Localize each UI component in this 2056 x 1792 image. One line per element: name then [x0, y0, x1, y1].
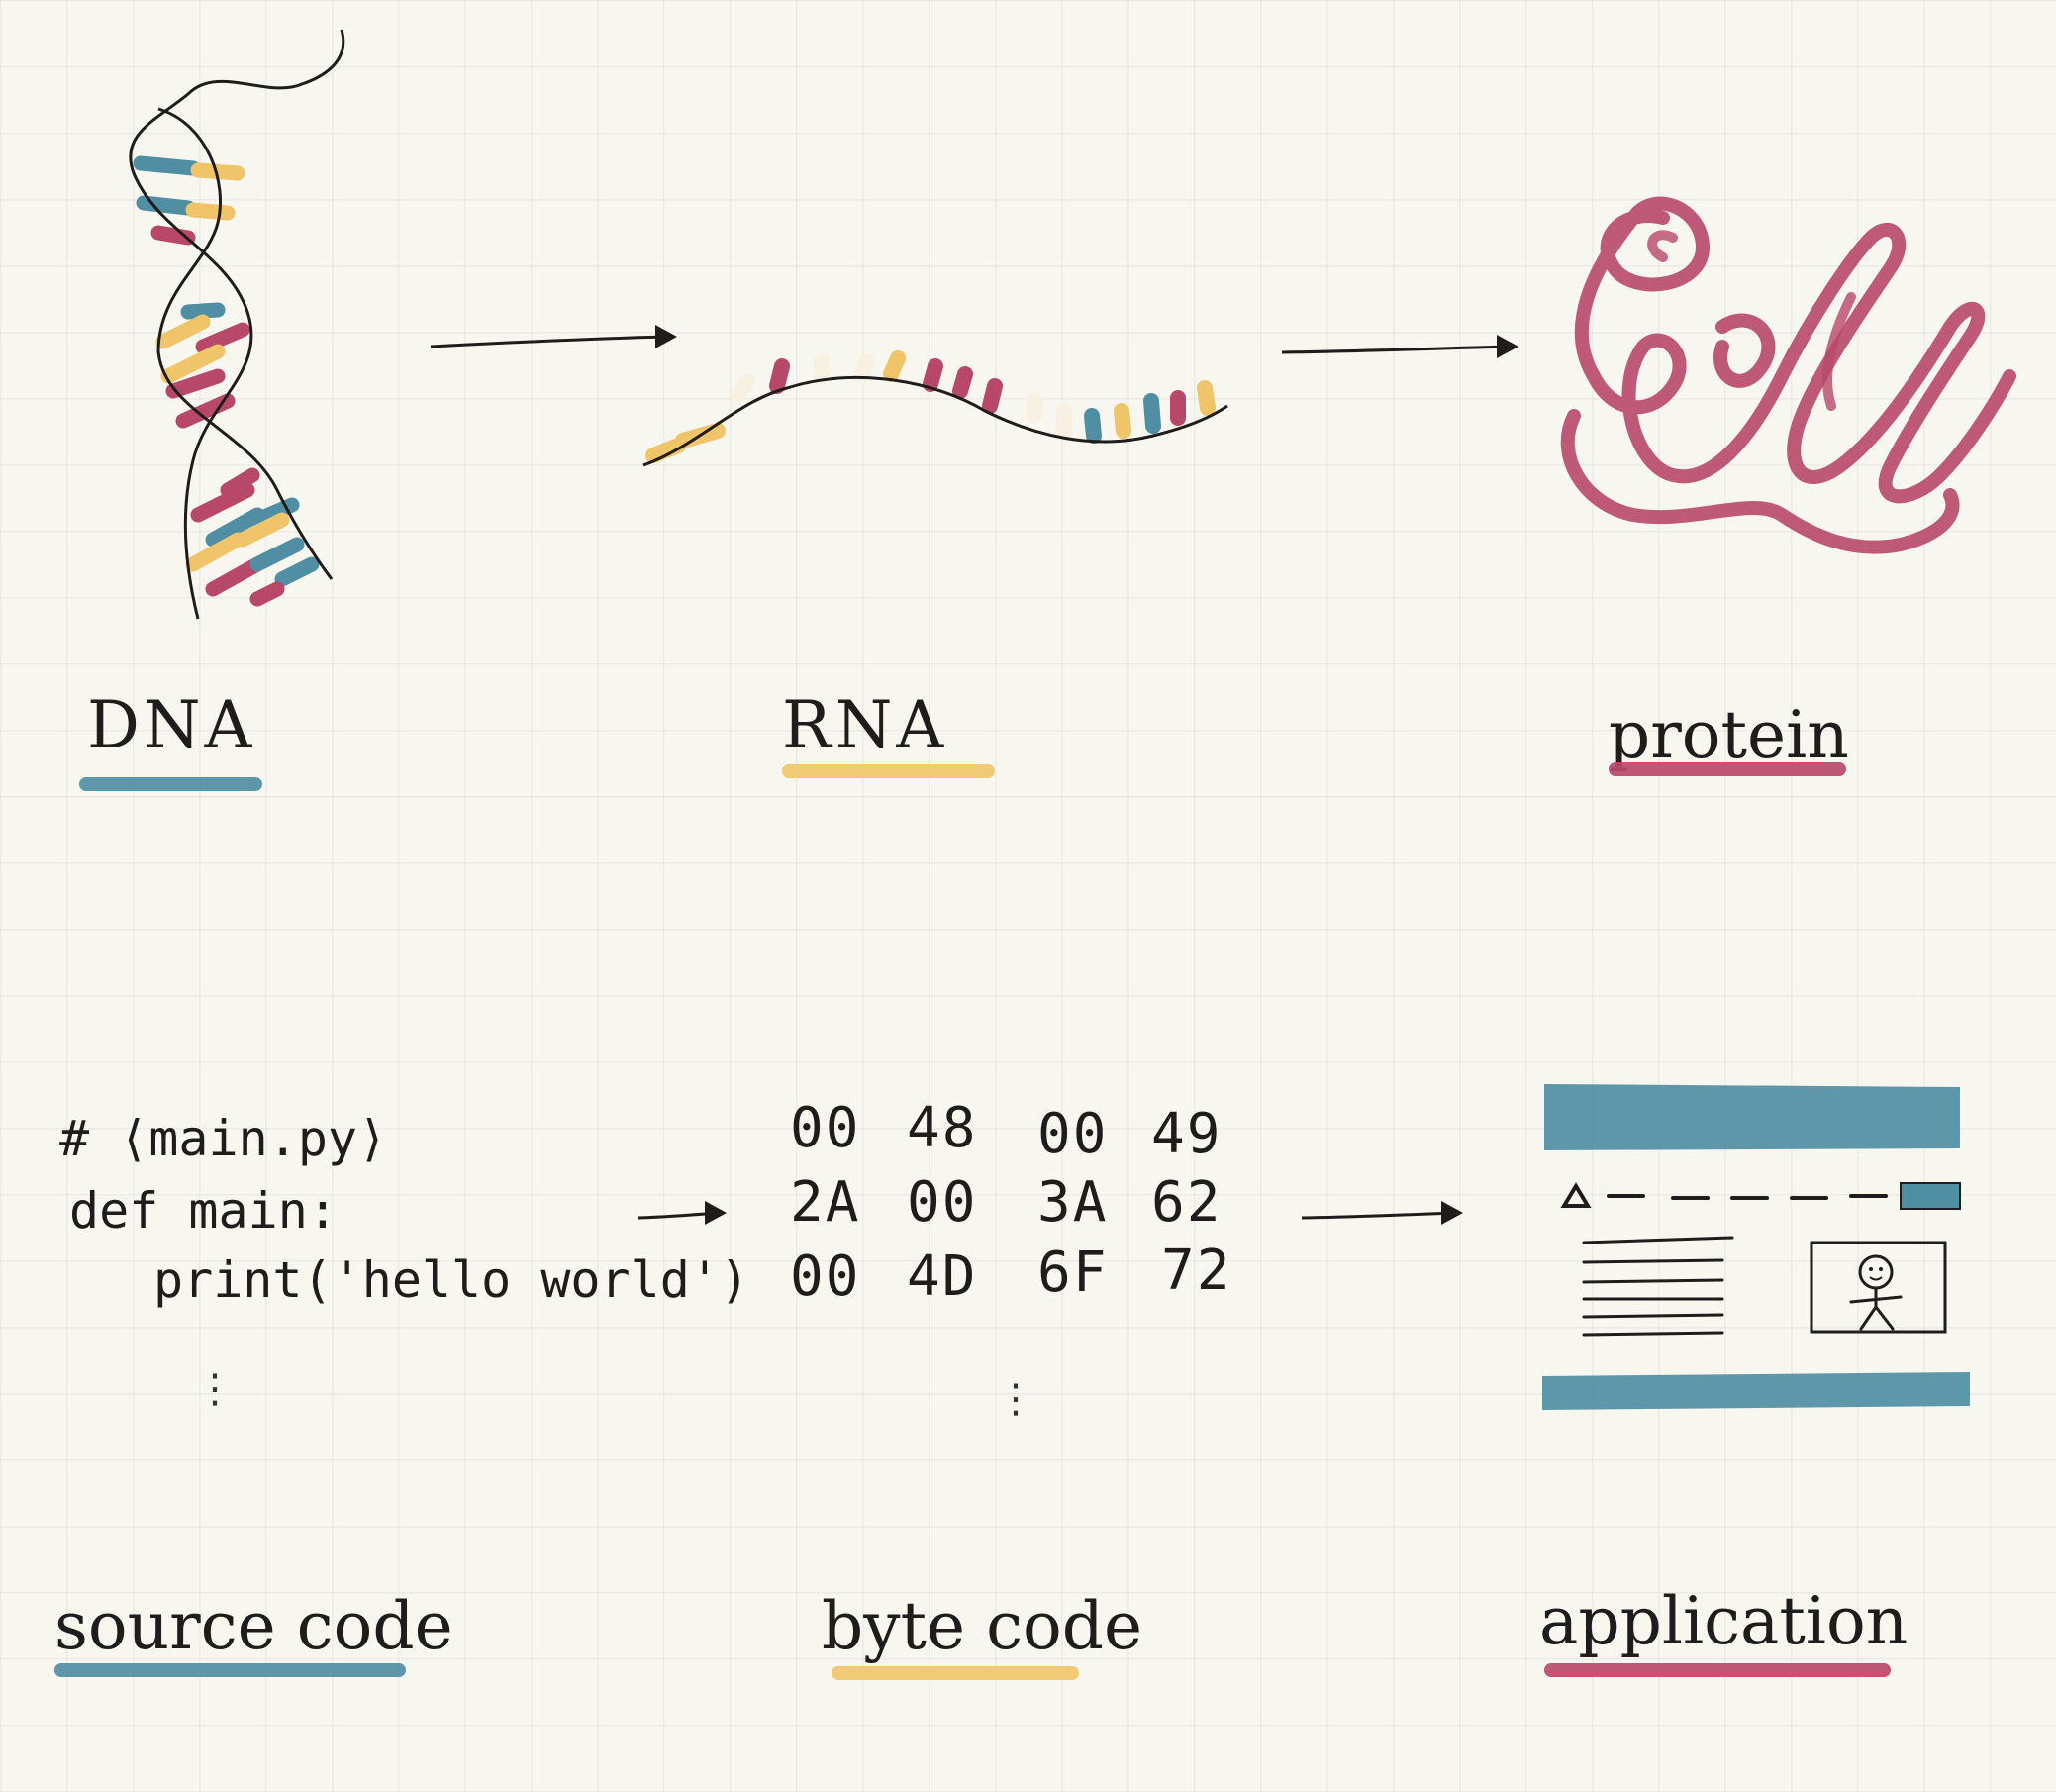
- arrow-source-to-byte-icon: [637, 1201, 727, 1225]
- application-wireframe-icon: [1542, 1084, 1970, 1410]
- arrow-rna-to-protein-icon: [1281, 335, 1518, 358]
- protein-label-underline: [1609, 762, 1846, 776]
- rna-label-underline: [782, 764, 995, 778]
- source-ellipsis: ⋮: [195, 1366, 235, 1412]
- byte-cell: 48: [907, 1096, 978, 1160]
- byte-cell: 62: [1151, 1170, 1223, 1235]
- protein-label: protein: [1609, 697, 1849, 773]
- byte-cell: 49: [1151, 1102, 1223, 1166]
- byte-cell: 4D: [907, 1244, 978, 1309]
- arrow-dna-to-rna-icon: [430, 325, 677, 348]
- source-line-2: def main:: [69, 1182, 338, 1240]
- byte-cell: 72: [1161, 1239, 1232, 1303]
- byte-cell: 2A: [790, 1170, 861, 1235]
- byte-ellipsis: ⋮: [996, 1376, 1035, 1422]
- application-label-underline: [1544, 1663, 1891, 1677]
- application-label: application: [1539, 1583, 1909, 1659]
- byte-cell: 00: [1037, 1102, 1109, 1166]
- dna-label: DNA: [87, 687, 256, 763]
- dna-label-underline: [79, 777, 262, 791]
- byte-cell: 00: [907, 1170, 978, 1235]
- source-line-3: print('hello world'): [153, 1251, 750, 1309]
- byte-cell: 00: [790, 1096, 861, 1160]
- source-code-label: source code: [54, 1588, 453, 1664]
- byte-cell: 3A: [1037, 1170, 1109, 1235]
- rna-label: RNA: [782, 687, 948, 763]
- byte-cell: 6F: [1037, 1241, 1109, 1305]
- source-code-label-underline: [54, 1663, 406, 1677]
- dna-helix-icon: [129, 29, 345, 620]
- byte-code-label-underline: [832, 1666, 1079, 1680]
- source-line-1: # ⟨main.py⟩: [59, 1110, 388, 1167]
- byte-code-label: byte code: [822, 1588, 1143, 1664]
- rna-strand-icon: [642, 350, 1228, 467]
- byte-cell: 00: [790, 1244, 861, 1309]
- protein-fold-icon: [1560, 196, 2016, 554]
- arrow-byte-to-app-icon: [1301, 1201, 1463, 1225]
